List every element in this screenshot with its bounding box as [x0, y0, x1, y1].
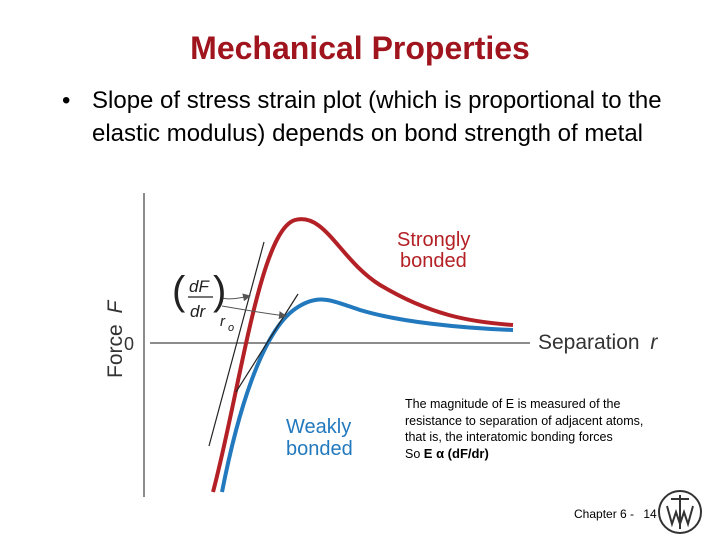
derivative-subscript-base: r — [220, 313, 226, 330]
note-text: The magnitude of E is measured of the re… — [405, 397, 644, 444]
origin-label: 0 — [124, 334, 134, 354]
svg-text:Force F: Force F — [104, 299, 127, 378]
y-axis-symbol: F — [104, 299, 127, 313]
y-axis-label-text: Force — [104, 324, 127, 378]
derivative-paren-right: ) — [213, 269, 226, 313]
footer-page-number: 14 — [643, 507, 657, 521]
derivative-paren-left: ( — [172, 269, 186, 313]
footer-chapter: Chapter 6 - — [574, 507, 635, 521]
note-prefix: So — [405, 446, 421, 461]
derivative-arrow-strong — [221, 293, 251, 302]
x-axis-label-text: Separation — [538, 331, 640, 354]
weakly-bonded-label-line1: Weakly — [286, 416, 351, 438]
bullet-text: Slope of stress strain plot (which is pr… — [92, 87, 662, 147]
derivative-subscript: o — [228, 322, 234, 334]
slide-title: Mechanical Properties — [190, 30, 530, 66]
weakly-bonded-curve — [220, 297, 514, 493]
weak-tangent-line — [235, 293, 299, 393]
bullet-marker: • — [62, 87, 71, 114]
strong-tangent-line — [208, 241, 265, 447]
note-formula-line: So E α (dF/dr) — [405, 446, 660, 463]
publisher-logo-icon — [658, 490, 702, 534]
y-axis-label: Force F — [104, 299, 127, 378]
strongly-bonded-label-line2: bonded — [400, 250, 467, 272]
strongly-bonded-curve — [211, 217, 514, 493]
slide-footer: Chapter 6 - 14 — [574, 507, 663, 521]
derivative-arrow-weak — [221, 305, 287, 320]
note-formula: E α (dF/dr) — [423, 445, 489, 461]
weakly-bonded-label-line2: bonded — [286, 438, 353, 460]
x-axis-label: Separation r — [538, 331, 658, 354]
strongly-bonded-label-line1: Strongly — [397, 229, 470, 251]
explanation-note: The magnitude of E is measured of the re… — [405, 396, 660, 462]
derivative-numerator: dF — [189, 277, 210, 296]
derivative-denominator: dr — [190, 302, 206, 321]
x-axis-symbol: r — [650, 331, 658, 354]
